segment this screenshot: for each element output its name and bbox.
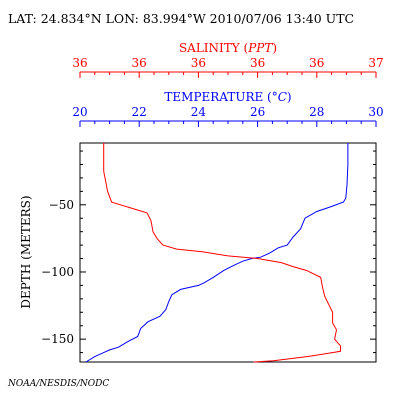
temperature-tick-label: 26 <box>250 105 265 119</box>
location-time-header: LAT: 24.834°N LON: 83.994°W 2010/07/06 1… <box>8 11 354 26</box>
salinity-tick-label: 36 <box>132 56 147 70</box>
depth-tick-label: −50 <box>49 198 74 212</box>
temperature-axis-label: TEMPERATURE (°C) <box>164 90 291 104</box>
temperature-tick-label: 28 <box>309 105 324 119</box>
salinity-tick-label: 36 <box>309 56 324 70</box>
temperature-label-prefix: TEMPERATURE ( <box>164 90 271 104</box>
temperature-series-line <box>85 143 349 363</box>
salinity-tick-label: 36 <box>191 56 206 70</box>
salinity-series-line <box>103 143 341 363</box>
salinity-axis-label: SALINITY (PPT) <box>179 41 277 55</box>
depth-tick-label: −150 <box>41 332 74 346</box>
depth-axis-label: DEPTH (METERS) <box>19 195 33 308</box>
temperature-label-suffix: ) <box>287 90 292 104</box>
salinity-tick-label: 36 <box>250 56 265 70</box>
depth-tick-label: −100 <box>41 265 74 279</box>
salinity-label-prefix: SALINITY ( <box>179 41 248 55</box>
salinity-label-suffix: ) <box>272 41 277 55</box>
temperature-tick-label: 22 <box>132 105 147 119</box>
credit-text: NOAA/NESDIS/NODC <box>7 379 109 389</box>
temperature-tick-label: 30 <box>368 105 383 119</box>
salinity-tick-label: 37 <box>368 56 383 70</box>
temperature-axis: TEMPERATURE (°C) 20 22 24 26 28 30 <box>72 90 384 127</box>
depth-ticks: −50 −100 −150 <box>41 150 376 354</box>
temperature-tick-label: 24 <box>191 105 207 119</box>
temperature-ticks: 20 22 24 26 28 30 <box>72 105 384 127</box>
plot-frame <box>79 142 377 363</box>
temperature-label-unit: °C <box>272 90 287 104</box>
salinity-label-unit: PPT <box>247 41 273 55</box>
salinity-ticks: 36 36 36 36 36 37 <box>72 56 384 78</box>
salinity-tick-label: 36 <box>72 56 87 70</box>
salinity-axis: SALINITY (PPT) 36 36 36 36 36 37 <box>72 41 384 78</box>
temperature-tick-label: 20 <box>72 105 87 119</box>
